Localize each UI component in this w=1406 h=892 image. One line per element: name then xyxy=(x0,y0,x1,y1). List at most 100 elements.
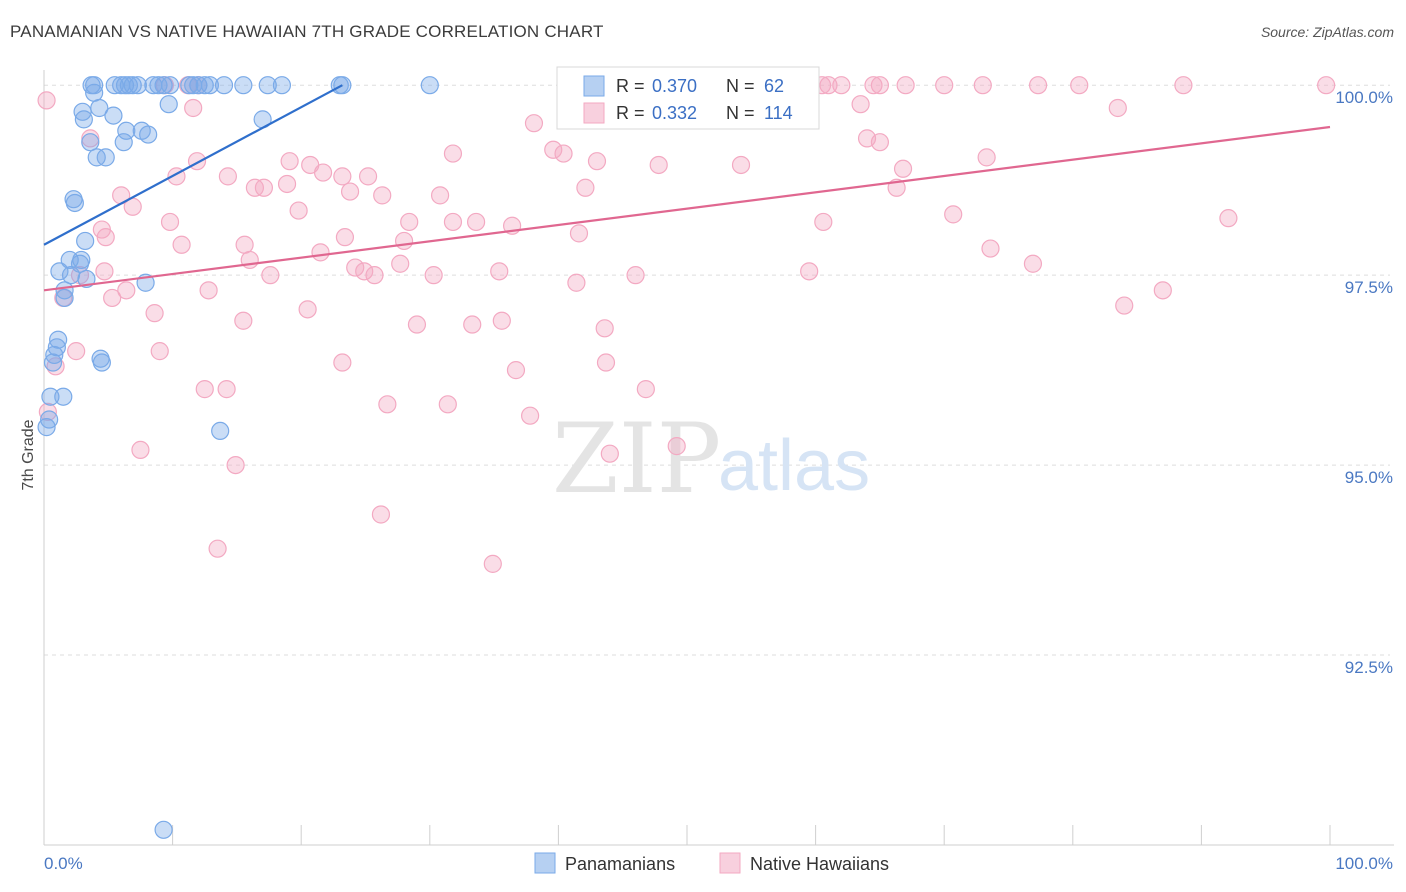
data-point xyxy=(226,455,245,475)
data-point xyxy=(544,140,563,159)
data-point xyxy=(195,380,214,399)
trend-lines xyxy=(43,84,1331,292)
data-point xyxy=(394,231,414,251)
data-point xyxy=(896,76,915,95)
data-point xyxy=(466,212,486,232)
bottom-legend-swatch xyxy=(719,852,741,874)
data-point xyxy=(1070,76,1089,95)
watermark: ZIP atlas xyxy=(552,403,870,515)
legend-swatch xyxy=(583,102,605,124)
data-point xyxy=(217,380,236,399)
data-point xyxy=(184,98,203,118)
data-point xyxy=(41,387,60,406)
series-panamanians-points xyxy=(37,76,439,839)
data-point xyxy=(667,437,686,456)
data-point xyxy=(463,315,482,334)
data-point xyxy=(483,554,502,573)
data-point xyxy=(373,186,392,205)
data-point xyxy=(569,224,589,243)
data-point xyxy=(208,539,227,558)
data-point xyxy=(234,76,253,95)
data-point xyxy=(554,144,573,163)
legend-n-label: N = xyxy=(726,103,755,123)
y-tick-label: 95.0% xyxy=(1345,468,1393,487)
data-point xyxy=(981,239,1000,258)
data-point xyxy=(218,167,237,186)
data-point xyxy=(96,148,115,167)
data-point xyxy=(199,281,218,300)
legend-n-value: 114 xyxy=(764,103,793,123)
data-point xyxy=(490,262,509,281)
data-point xyxy=(37,91,56,110)
watermark-zip: ZIP xyxy=(552,403,721,515)
chart-title: PANAMANIAN VS NATIVE HAWAIIAN 7TH GRADE … xyxy=(10,22,604,41)
data-point xyxy=(81,133,100,152)
data-point xyxy=(77,269,96,289)
data-point xyxy=(67,342,86,361)
data-point xyxy=(43,353,63,372)
y-axis-label: 7th Grade xyxy=(20,419,37,490)
bottom-legend-label: Panamanians xyxy=(565,854,675,874)
data-point xyxy=(636,380,655,399)
data-point xyxy=(160,212,180,232)
data-point xyxy=(1108,98,1127,118)
data-point xyxy=(864,76,883,95)
data-point xyxy=(814,212,833,232)
data-point xyxy=(65,193,84,213)
data-point xyxy=(358,167,378,186)
data-point xyxy=(935,76,954,95)
trend-line xyxy=(43,84,343,246)
legend-r-value: 0.370 xyxy=(652,76,697,96)
legend-r-value: 0.332 xyxy=(652,103,697,123)
data-point xyxy=(400,212,419,232)
data-point xyxy=(128,76,147,95)
y-tick-label: 97.5% xyxy=(1345,278,1393,297)
legend-r-label: R = xyxy=(616,103,645,123)
data-point xyxy=(200,76,219,95)
data-point xyxy=(73,102,92,121)
data-point xyxy=(596,353,616,372)
data-point xyxy=(74,110,93,129)
x-tick-label: 0.0% xyxy=(44,854,83,873)
data-point xyxy=(430,186,450,205)
data-point xyxy=(944,205,963,224)
data-point xyxy=(420,76,439,95)
data-point xyxy=(159,95,178,114)
legend: R = 0.370 N = 62 R = 0.332 N = 114 xyxy=(556,66,820,130)
data-point xyxy=(85,83,104,102)
data-point xyxy=(311,243,330,262)
data-point xyxy=(261,266,280,285)
data-point xyxy=(819,76,838,95)
data-point xyxy=(521,406,540,425)
data-point xyxy=(145,304,164,323)
data-point xyxy=(150,342,169,361)
data-point xyxy=(298,300,317,319)
data-point xyxy=(443,144,463,163)
legend-r-label: R = xyxy=(616,76,645,96)
data-point xyxy=(117,281,136,300)
series-native-hawaiians-points xyxy=(37,76,1336,573)
data-point xyxy=(123,76,142,95)
data-point xyxy=(1174,76,1193,95)
data-point xyxy=(254,178,274,197)
data-point xyxy=(172,235,191,254)
data-point xyxy=(800,262,819,281)
data-point xyxy=(424,266,443,285)
data-point xyxy=(195,76,214,95)
data-point xyxy=(492,311,511,330)
data-point xyxy=(851,95,870,114)
data-point xyxy=(313,163,333,182)
legend-swatch xyxy=(583,75,605,97)
axes xyxy=(43,70,1394,846)
data-point xyxy=(576,178,595,197)
y-tick-label: 92.5% xyxy=(1345,658,1393,677)
data-point xyxy=(214,76,234,95)
gridlines xyxy=(44,84,1390,656)
data-point xyxy=(977,148,996,167)
data-point xyxy=(340,182,360,201)
data-point xyxy=(506,361,526,380)
data-point xyxy=(1115,296,1134,315)
data-point xyxy=(346,258,365,277)
data-point xyxy=(567,273,586,292)
y-tick-label: 100.0% xyxy=(1335,88,1393,107)
